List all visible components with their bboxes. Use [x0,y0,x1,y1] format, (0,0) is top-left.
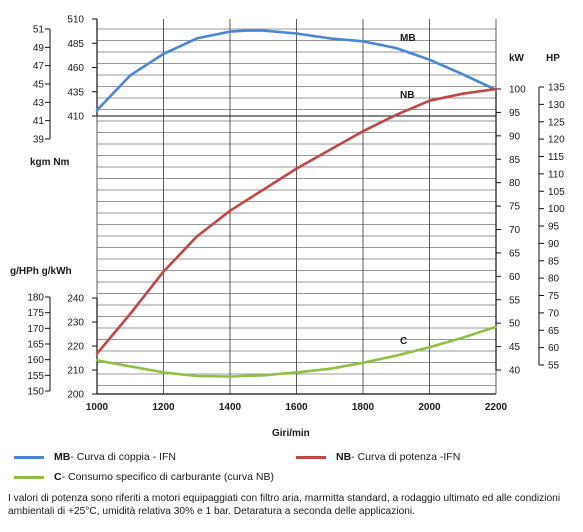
kw-tick-label-12: 100 [509,85,526,96]
legend-swatch-nb [296,455,326,459]
hp-tick-label-11: 110 [548,169,564,180]
hp-tick-label-1: 60 [548,343,560,354]
kw-tick-label-7: 75 [509,202,521,213]
kw-tick-label-5: 65 [509,248,521,259]
kw-tick-label-10: 90 [509,131,521,142]
kw-tick-label-1: 45 [509,342,521,353]
ghph-tick-label-1: 155 [27,371,44,382]
x-tick-label-5: 2000 [418,402,441,413]
curve-label-nb: NB [400,90,414,101]
kw-tick-label-8: 80 [509,178,521,189]
legend-key-nb: NB [336,451,352,463]
series-line-c [95,325,498,378]
curve-label-c: C [400,336,407,347]
legend-swatch-mb [14,455,44,459]
x-tick-label-6: 2200 [485,402,508,413]
gkwh-tick-label-0: 200 [67,390,84,401]
hp-tick-label-13: 120 [548,135,565,146]
footnote: I valori di potenza sono riferiti a moto… [8,493,561,517]
hp-tick-label-14: 125 [548,117,565,128]
ghph-tick-label-3: 165 [27,340,44,351]
ghph-tick-label-0: 150 [27,387,44,398]
hp-tick-label-0: 55 [548,361,560,372]
ghph-tick-label-4: 170 [27,324,44,335]
kgm-tick-label-3: 45 [33,80,45,91]
engine-performance-chart: 1000 1200 1400 1600 1800 2000 2200 410 435 460 485… [27,15,565,414]
kw-tick-label-6: 70 [509,225,521,236]
nm-tick-label-2: 460 [67,63,84,74]
legend-text-nb: - Curva di potenza -IFN [351,451,461,463]
kgm-tick-label-4: 47 [33,61,45,72]
x-tick-label-4: 1800 [352,402,375,413]
kw-tick-label-2: 50 [509,319,521,330]
hp-tick-label-8: 95 [548,222,560,233]
nm-tick-label-3: 485 [67,39,84,50]
kgm-tick-label-6: 51 [33,25,45,36]
hp-tick-label-9: 100 [548,204,565,215]
series-line-mb [95,29,498,112]
chart-axes: 1000 1200 1400 1600 1800 2000 2200 410 435 460 485… [27,15,565,414]
gkwh-tick-label-2: 220 [67,342,84,353]
kw-tick-label-0: 40 [509,366,521,377]
nm-tick-label-0: 410 [67,112,84,123]
kgm-tick-label-2: 43 [33,98,45,109]
x-tick-label-0: 1000 [86,402,109,413]
legend-item-nb: NB - Curva di potenza -IFN [296,451,460,463]
hp-tick-label-2: 65 [548,326,560,337]
legend-item-c: C - Consumo specifico di carburante (cur… [14,471,274,483]
x-tick-label-3: 1600 [285,402,308,413]
ghph-tick-label-5: 175 [27,308,44,319]
power-kw-unit-label: kW [509,53,524,64]
legend-item-mb: MB - Curva di coppia - IFN [14,451,176,463]
legend-key-c: C [54,471,62,483]
x-axis-label: Giri/min [272,428,310,439]
legend-swatch-c [14,475,44,479]
torque-units-label: kgm Nm [30,157,70,168]
kw-tick-label-3: 55 [509,295,521,306]
hp-tick-label-4: 75 [548,291,560,302]
kgm-tick-label-1: 41 [33,116,45,127]
kw-tick-label-4: 60 [509,272,521,283]
ghph-tick-label-2: 160 [27,355,44,366]
hp-tick-label-7: 90 [548,239,560,250]
hp-tick-label-10: 105 [548,187,565,198]
ghph-tick-label-6: 180 [27,293,44,304]
chart-series [95,29,498,378]
curve-labels: MB NB C [400,33,416,347]
hp-tick-label-12: 115 [548,152,564,163]
plot-grid [96,19,497,394]
consumption-units-label: g/HPh g/kWh [10,266,72,277]
kw-tick-label-9: 85 [509,155,521,166]
kw-tick-label-11: 95 [509,108,521,119]
hp-tick-label-6: 85 [548,256,560,267]
legend-text-c: - Consumo specifico di carburante (curva… [61,471,275,483]
legend-text-mb: - Curva di coppia - IFN [70,451,176,463]
hp-tick-label-15: 130 [548,100,565,111]
gkwh-tick-label-1: 210 [67,366,84,377]
curve-label-mb: MB [400,33,416,44]
hp-tick-label-5: 80 [548,274,560,285]
kgm-tick-label-0: 39 [33,135,45,146]
kgm-tick-label-5: 49 [33,43,45,54]
series-line-nb [95,87,498,355]
hp-tick-label-16: 135 [548,83,565,94]
nm-tick-label-1: 435 [67,87,84,98]
gkwh-tick-label-4: 240 [67,294,84,305]
x-tick-label-2: 1400 [219,402,242,413]
hp-tick-label-3: 70 [548,308,560,319]
x-tick-label-1: 1200 [152,402,175,413]
power-hp-unit-label: HP [546,53,560,64]
gkwh-tick-label-3: 230 [67,318,84,329]
nm-tick-label-4: 510 [67,15,84,26]
legend-key-mb: MB [54,451,71,463]
